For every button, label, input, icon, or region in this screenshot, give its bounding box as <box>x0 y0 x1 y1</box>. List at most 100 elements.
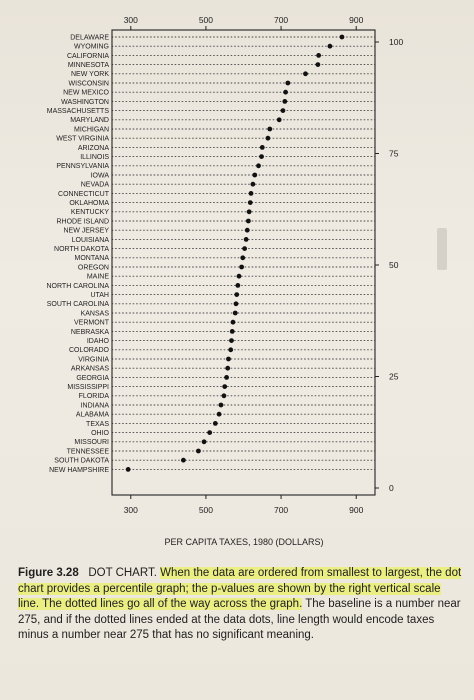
right-tick-label: 75 <box>389 149 399 159</box>
state-label: VERMONT <box>74 320 110 327</box>
data-dot <box>218 402 224 408</box>
state-label: NEBRASKA <box>71 329 109 336</box>
state-label: PENNSYLVANIA <box>56 163 109 170</box>
state-label: FLORIDA <box>79 393 110 400</box>
bottom-axis: 300 500 700 900 <box>124 495 364 515</box>
data-dot <box>283 89 288 95</box>
state-label: SOUTH DAKOTA <box>54 458 109 465</box>
data-dot <box>233 301 239 307</box>
data-dot <box>250 181 256 187</box>
data-dot <box>221 393 227 399</box>
data-dot <box>259 154 264 160</box>
data-dot <box>242 246 248 252</box>
state-label: MICHIGAN <box>74 126 109 133</box>
data-dot <box>196 448 201 454</box>
state-label: NORTH CAROLINA <box>47 283 110 290</box>
plot-frame <box>111 29 376 496</box>
state-label: IDAHO <box>87 338 110 345</box>
bottom-tick-label: 500 <box>199 505 213 515</box>
state-label: TEXAS <box>86 421 109 428</box>
state-label: WYOMING <box>74 44 109 51</box>
bottom-tick-label: 300 <box>124 505 138 515</box>
state-label: OKLAHOMA <box>69 200 109 207</box>
state-label: NEW YORK <box>71 71 109 78</box>
data-dot <box>265 135 271 141</box>
data-dot <box>230 319 236 325</box>
state-label: WASHINGTON <box>61 99 109 106</box>
state-label: KANSAS <box>81 310 110 317</box>
data-dot <box>226 356 231 362</box>
caption-text: The baseline is a number near 275, and i… <box>18 598 461 642</box>
bottom-tick-label: 700 <box>274 505 288 515</box>
top-tick-label: 300 <box>124 15 138 25</box>
data-dot <box>222 384 228 389</box>
state-label: DELAWARE <box>70 34 109 41</box>
state-label: ALABAMA <box>76 412 109 419</box>
data-dot <box>216 411 222 417</box>
top-tick-label: 500 <box>199 15 213 25</box>
data-dot <box>327 43 333 49</box>
data-dots <box>125 34 345 472</box>
state-label: VIRGINIA <box>78 356 109 363</box>
data-dot <box>282 99 288 104</box>
data-dot <box>232 310 238 316</box>
state-label: ILLINOIS <box>80 154 109 161</box>
state-label: WISCONSIN <box>69 80 109 87</box>
state-label: GEORGIA <box>76 375 109 382</box>
figure-label: Figure 3.28 <box>18 567 79 579</box>
state-label: UTAH <box>90 292 109 299</box>
data-dot <box>285 80 291 86</box>
top-tick-label: 900 <box>349 15 363 25</box>
right-tick-label: 0 <box>389 483 394 493</box>
right-tick-label: 25 <box>389 372 399 382</box>
state-label: MASSACHUSETTS <box>47 108 110 115</box>
data-dot <box>315 62 321 67</box>
state-label: NEW MEXICO <box>63 90 109 97</box>
data-dot <box>259 145 265 150</box>
state-label: LOUISIANA <box>72 237 110 244</box>
state-label: CONNECTICUT <box>58 191 110 198</box>
state-label: INDIANA <box>81 402 110 409</box>
state-labels: DELAWARE WYOMING CALIFORNIA MINNESOTA NEW YO… <box>47 34 110 473</box>
data-dot <box>240 255 246 261</box>
data-dot <box>248 191 254 196</box>
data-dot <box>225 365 231 371</box>
state-label: MAINE <box>87 274 110 281</box>
data-dot <box>247 200 253 206</box>
state-label: ARKANSAS <box>71 366 109 373</box>
data-dot <box>243 237 249 242</box>
state-label: IOWA <box>91 172 110 179</box>
data-dot <box>235 283 241 288</box>
data-dot <box>276 117 282 123</box>
state-label: MARYLAND <box>70 117 109 124</box>
data-dot <box>125 467 131 472</box>
x-axis-title: PER CAPITA TAXES, 1980 (DOLLARS) <box>164 537 323 547</box>
data-dot <box>245 218 251 224</box>
data-dot <box>228 347 234 353</box>
data-dot <box>303 71 308 77</box>
state-label: SOUTH CAROLINA <box>47 301 110 308</box>
state-label: OHIO <box>91 430 109 437</box>
data-dot <box>316 53 322 58</box>
state-label: KENTUCKY <box>71 209 109 216</box>
data-dot <box>201 439 207 445</box>
state-label: ARIZONA <box>78 145 109 152</box>
state-label: MISSOURI <box>74 439 109 446</box>
data-dot <box>252 172 258 178</box>
data-dot <box>180 457 186 463</box>
right-percentile-axis: 0 25 50 75 100 <box>375 37 403 493</box>
top-tick-label: 700 <box>274 15 288 25</box>
state-label: OREGON <box>78 264 109 271</box>
state-label: CALIFORNIA <box>67 53 109 60</box>
data-dot <box>229 329 235 334</box>
top-axis: 300 500 700 900 <box>124 15 364 30</box>
state-label: NORTH DAKOTA <box>54 246 109 253</box>
data-dot <box>244 227 250 233</box>
state-label: WEST VIRGINIA <box>56 136 109 143</box>
state-label: COLORADO <box>69 347 110 354</box>
caption-title: DOT CHART. <box>88 567 161 579</box>
data-dot <box>246 209 252 215</box>
data-dot <box>207 430 213 435</box>
right-tick-label: 50 <box>389 260 399 270</box>
